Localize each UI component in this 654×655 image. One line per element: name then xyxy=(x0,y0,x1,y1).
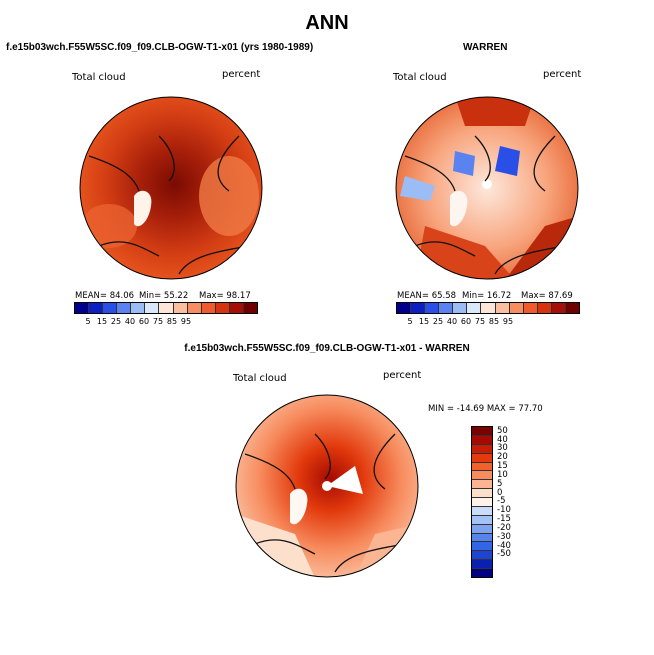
diff-colorbar-tick-label: -50 xyxy=(497,549,511,560)
right-case-title: WARREN xyxy=(463,42,508,53)
diff-colorbar-tick-label: 10 xyxy=(497,469,508,480)
diff-colorbar-tick-label: 0 xyxy=(497,487,503,498)
diff-colorbar-tick-label: 5 xyxy=(497,478,503,489)
diff-variable-label: Total cloud xyxy=(233,373,287,384)
right-max: Max= 87.69 xyxy=(521,291,573,301)
left-colorbar-swatch xyxy=(75,303,90,313)
right-units-label: percent xyxy=(543,69,582,80)
right-polar-map xyxy=(395,96,579,280)
diff-colorbar-swatch xyxy=(472,524,492,534)
diff-colorbar-swatch xyxy=(472,569,492,577)
right-colorbar xyxy=(396,302,580,314)
left-mean: MEAN= 84.06 xyxy=(75,291,135,301)
left-colorbar-swatch xyxy=(173,303,188,313)
left-colorbar-swatch xyxy=(103,303,118,313)
left-colorbar-swatch xyxy=(229,303,244,313)
diff-colorbar-tick-label: 30 xyxy=(497,443,508,454)
right-colorbar-swatch xyxy=(397,303,412,313)
right-colorbar-swatch xyxy=(551,303,566,313)
right-mean: MEAN= 65.58 xyxy=(397,291,457,301)
left-colorbar-swatch xyxy=(215,303,230,313)
right-colorbar-tick-label: 5 xyxy=(407,317,413,326)
diff-colorbar-tick-label: -15 xyxy=(497,514,511,525)
left-colorbar-swatch xyxy=(243,303,258,313)
diff-colorbar-swatch xyxy=(472,533,492,543)
right-colorbar-swatch xyxy=(495,303,510,313)
left-colorbar-tick-label: 75 xyxy=(152,317,164,326)
left-colorbar-swatch xyxy=(89,303,104,313)
diff-case-title: f.e15b03wch.F55W5SC.f09_f09.CLB-OGW-T1-x… xyxy=(184,343,470,354)
right-colorbar-tick-label: 60 xyxy=(460,317,472,326)
diff-colorbar-tick-label: 20 xyxy=(497,452,508,463)
diff-colorbar-swatch xyxy=(472,480,492,490)
diff-colorbar-swatch xyxy=(472,489,492,498)
left-colorbar-swatch xyxy=(131,303,146,313)
left-units-label: percent xyxy=(222,69,261,80)
diff-colorbar-tick-label: -5 xyxy=(497,496,506,507)
right-colorbar-swatch xyxy=(537,303,552,313)
diff-polar-map xyxy=(235,394,419,578)
left-colorbar-tick-label: 60 xyxy=(138,317,150,326)
left-colorbar-swatch xyxy=(145,303,160,313)
diff-colorbar-swatch xyxy=(472,506,492,516)
right-colorbar-tick-label: 40 xyxy=(446,317,458,326)
diff-colorbar-swatch xyxy=(472,471,492,481)
left-max: Max= 98.17 xyxy=(199,291,251,301)
right-colorbar-swatch xyxy=(523,303,538,313)
left-case-title: f.e15b03wch.F55W5SC.f09_f09.CLB-OGW-T1-x… xyxy=(6,42,314,53)
diff-colorbar xyxy=(471,426,493,578)
right-colorbar-tick-label: 15 xyxy=(418,317,430,326)
left-colorbar-tick-label: 95 xyxy=(180,317,192,326)
diff-colorbar-swatch xyxy=(472,435,492,445)
diff-colorbar-swatch xyxy=(472,462,492,472)
left-colorbar-swatch xyxy=(159,303,174,313)
right-colorbar-swatch xyxy=(467,303,482,313)
right-colorbar-swatch xyxy=(565,303,580,313)
right-colorbar-tick-label: 25 xyxy=(432,317,444,326)
right-colorbar-swatch xyxy=(411,303,426,313)
left-colorbar xyxy=(74,302,258,314)
diff-colorbar-tick-label: -30 xyxy=(497,531,511,542)
left-colorbar-tick-label: 5 xyxy=(85,317,91,326)
left-colorbar-swatch xyxy=(117,303,132,313)
figure-title: ANN xyxy=(305,12,349,34)
left-colorbar-tick-label: 40 xyxy=(124,317,136,326)
right-variable-label: Total cloud xyxy=(393,72,447,83)
right-min: Min= 16.72 xyxy=(462,291,512,301)
diff-colorbar-swatch xyxy=(472,453,492,463)
left-colorbar-swatch xyxy=(187,303,202,313)
diff-colorbar-swatch xyxy=(472,542,492,552)
right-colorbar-tick-label: 95 xyxy=(502,317,514,326)
right-colorbar-tick-label: 85 xyxy=(488,317,500,326)
diff-colorbar-tick-label: -20 xyxy=(497,522,511,533)
diff-min-max: MIN = -14.69 MAX = 77.70 xyxy=(428,404,543,414)
diff-colorbar-tick-label: -10 xyxy=(497,505,511,516)
diff-colorbar-swatch xyxy=(472,427,492,436)
diff-colorbar-swatch xyxy=(472,515,492,525)
diff-colorbar-tick-label: 15 xyxy=(497,461,508,472)
right-colorbar-tick-label: 75 xyxy=(474,317,486,326)
left-min: Min= 55.22 xyxy=(139,291,189,301)
left-colorbar-swatch xyxy=(201,303,216,313)
diff-colorbar-tick-label: 50 xyxy=(497,425,508,436)
diff-colorbar-swatch xyxy=(472,444,492,454)
left-colorbar-tick-label: 85 xyxy=(166,317,178,326)
right-colorbar-swatch xyxy=(481,303,496,313)
diff-colorbar-swatch xyxy=(472,560,492,569)
diff-colorbar-swatch xyxy=(472,498,492,507)
diff-colorbar-swatch xyxy=(472,551,492,561)
diff-colorbar-tick-label: -40 xyxy=(497,540,511,551)
left-colorbar-tick-label: 15 xyxy=(96,317,108,326)
right-colorbar-swatch xyxy=(509,303,524,313)
right-colorbar-swatch xyxy=(425,303,440,313)
left-variable-label: Total cloud xyxy=(72,72,126,83)
right-colorbar-swatch xyxy=(439,303,454,313)
left-polar-map xyxy=(79,96,263,280)
left-colorbar-tick-label: 25 xyxy=(110,317,122,326)
diff-colorbar-tick-label: 40 xyxy=(497,434,508,445)
right-colorbar-swatch xyxy=(453,303,468,313)
diff-units-label: percent xyxy=(383,370,422,381)
